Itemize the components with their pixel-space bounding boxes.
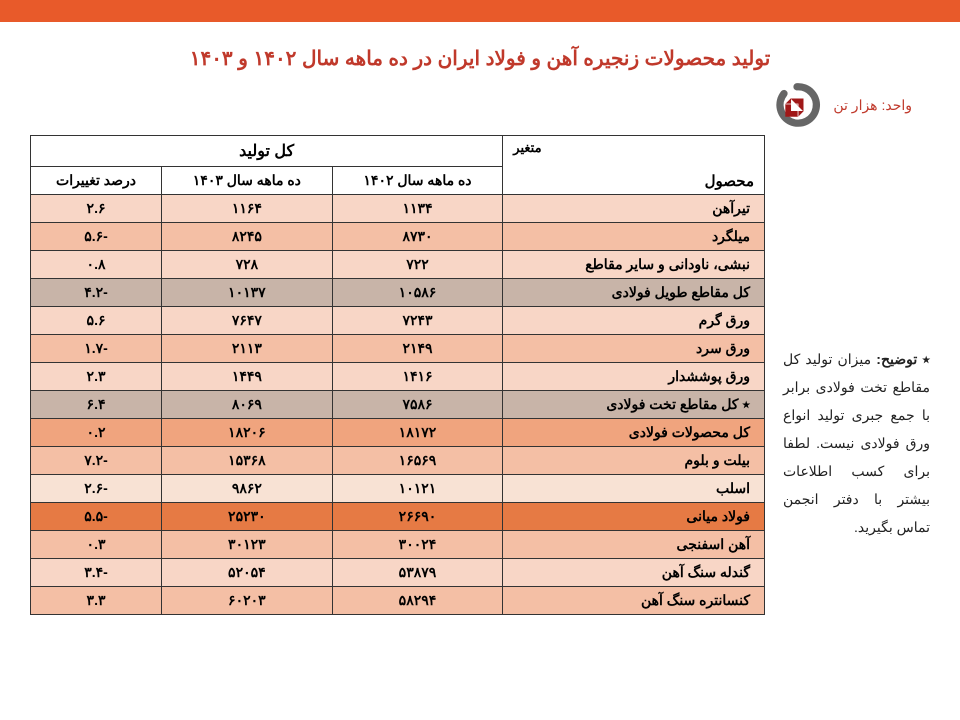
table-row: ورق سرد۲۱۴۹۲۱۱۳-۱.۷ [31,335,765,363]
header-1402: ده ماهه سال ۱۴۰۲ [332,167,503,195]
table-cell: ۹۸۶۲ [162,475,333,503]
table-cell: ۶۰۲۰۳ [162,587,333,615]
table-cell: ۷۲۲ [332,251,503,279]
table-cell: ۸۰۶۹ [162,391,333,419]
table-cell: ۷۲۸ [162,251,333,279]
table-row: میلگرد۸۷۳۰۸۲۴۵-۵.۶ [31,223,765,251]
table-row: کل مقاطع طویل فولادی۱۰۵۸۶۱۰۱۳۷-۴.۲ [31,279,765,307]
table-row: کنسانتره سنگ آهن۵۸۲۹۴۶۰۲۰۳۳.۳ [31,587,765,615]
table-row: آهن اسفنجی۳۰۰۲۴۳۰۱۲۳۰.۳ [31,531,765,559]
table-row: ٭ کل مقاطع تخت فولادی۷۵۸۶۸۰۶۹۶.۴ [31,391,765,419]
table-cell: -۱.۷ [31,335,162,363]
header-change: درصد تغییرات [31,167,162,195]
table-cell: ۱۸۱۷۲ [332,419,503,447]
table-cell: ۲۱۴۹ [332,335,503,363]
table-cell: ۷۲۴۳ [332,307,503,335]
footnote: ٭ توضیح: میزان تولید کل مقاطع تخت فولادی… [783,135,930,615]
note-prefix: ٭ توضیح: [876,351,930,367]
table-cell: ۱۴۴۹ [162,363,333,391]
table-row: نبشی، ناودانی و سایر مقاطع۷۲۲۷۲۸۰.۸ [31,251,765,279]
table-cell: ۱۰۱۲۱ [332,475,503,503]
table-row: اسلب۱۰۱۲۱۹۸۶۲-۲.۶ [31,475,765,503]
table-cell: ۵۲۰۵۴ [162,559,333,587]
table-row: تیرآهن۱۱۳۴۱۱۶۴۲.۶ [31,195,765,223]
table-cell: ۸۲۴۵ [162,223,333,251]
table-cell: ۰.۲ [31,419,162,447]
table-cell: میلگرد [503,223,765,251]
table-cell: ۵۳۸۷۹ [332,559,503,587]
header-product-label: محصول [705,172,754,190]
header-product: متغیر محصول [503,136,765,195]
table-cell: ۲۵۲۳۰ [162,503,333,531]
table-cell: -۵.۵ [31,503,162,531]
header-total: کل تولید [31,136,503,167]
table-cell: ۶.۴ [31,391,162,419]
table-cell: ۱۵۳۶۸ [162,447,333,475]
table-row: فولاد میانی۲۶۶۹۰۲۵۲۳۰-۵.۵ [31,503,765,531]
table-cell: ۲.۳ [31,363,162,391]
table-row: ورق گرم۷۲۴۳۷۶۴۷۵.۶ [31,307,765,335]
table-cell: ورق سرد [503,335,765,363]
table-cell: ۵۸۲۹۴ [332,587,503,615]
top-accent-bar [0,0,960,22]
table-cell: -۷.۲ [31,447,162,475]
table-cell: فولاد میانی [503,503,765,531]
page-title: تولید محصولات زنجیره آهن و فولاد ایران د… [0,46,960,71]
table-cell: ۲.۶ [31,195,162,223]
table-cell: ۳۰۰۲۴ [332,531,503,559]
table-cell: گندله سنگ آهن [503,559,765,587]
table-cell: کل محصولات فولادی [503,419,765,447]
table-cell: -۳.۴ [31,559,162,587]
header-1403: ده ماهه سال ۱۴۰۳ [162,167,333,195]
table-cell: کل مقاطع طویل فولادی [503,279,765,307]
table-cell: -۴.۲ [31,279,162,307]
table-cell: ۱۴۱۶ [332,363,503,391]
table-cell: نبشی، ناودانی و سایر مقاطع [503,251,765,279]
table-cell: ۳۰۱۲۳ [162,531,333,559]
header-variable-label: متغیر [513,140,541,156]
table-row: بیلت و بلوم۱۶۵۶۹۱۵۳۶۸-۷.۲ [31,447,765,475]
table-cell: ورق گرم [503,307,765,335]
table-cell: ۷۵۸۶ [332,391,503,419]
production-table: متغیر محصول کل تولید ده ماهه سال ۱۴۰۲ ده… [30,135,765,615]
table-cell: ۰.۳ [31,531,162,559]
table-cell: ۱۰۱۳۷ [162,279,333,307]
table-cell: ۸۷۳۰ [332,223,503,251]
table-cell: ۲۶۶۹۰ [332,503,503,531]
table-cell: ۷۶۴۷ [162,307,333,335]
table-cell: کنسانتره سنگ آهن [503,587,765,615]
logo-icon [771,79,823,131]
production-table-wrap: متغیر محصول کل تولید ده ماهه سال ۱۴۰۲ ده… [30,135,765,615]
table-cell: ۲۱۱۳ [162,335,333,363]
table-cell: ۱۶۵۶۹ [332,447,503,475]
table-cell: -۲.۶ [31,475,162,503]
table-cell: ۵.۶ [31,307,162,335]
table-cell: بیلت و بلوم [503,447,765,475]
table-row: گندله سنگ آهن۵۳۸۷۹۵۲۰۵۴-۳.۴ [31,559,765,587]
table-cell: ورق پوششدار [503,363,765,391]
table-row: کل محصولات فولادی۱۸۱۷۲۱۸۲۰۶۰.۲ [31,419,765,447]
table-row: ورق پوششدار۱۴۱۶۱۴۴۹۲.۳ [31,363,765,391]
table-cell: آهن اسفنجی [503,531,765,559]
note-body: میزان تولید کل مقاطع تخت فولادی برابر با… [783,351,930,535]
unit-label: واحد: هزار تن [833,97,912,114]
table-cell: تیرآهن [503,195,765,223]
table-cell: ۱۱۳۴ [332,195,503,223]
table-cell: ۳.۳ [31,587,162,615]
table-cell: ۰.۸ [31,251,162,279]
unit-row: واحد: هزار تن [0,71,960,135]
table-cell: -۵.۶ [31,223,162,251]
table-cell: ۱۱۶۴ [162,195,333,223]
table-cell: ۱۰۵۸۶ [332,279,503,307]
table-cell: ۱۸۲۰۶ [162,419,333,447]
table-cell: ٭ کل مقاطع تخت فولادی [503,391,765,419]
table-cell: اسلب [503,475,765,503]
